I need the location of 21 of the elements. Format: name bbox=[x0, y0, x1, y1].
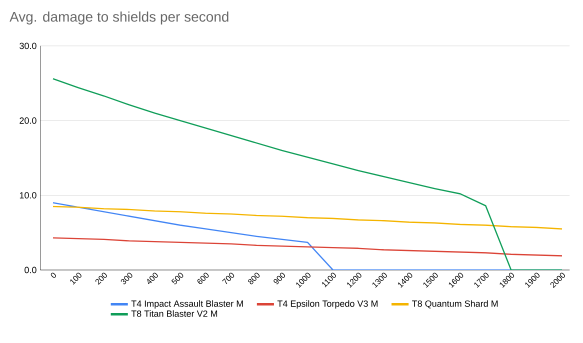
x-tick-label: 0 bbox=[50, 272, 56, 278]
x-tick-label: 300 bbox=[120, 272, 132, 284]
line-series bbox=[52, 237, 563, 256]
x-tick-label: 200 bbox=[95, 272, 107, 285]
x-tick-label: 100 bbox=[70, 272, 82, 285]
x-tick-label: 500 bbox=[171, 272, 184, 284]
chart-title: Avg. damage to shields per second bbox=[10, 11, 228, 25]
legend-label: T4 Epsilon Torpedo V3 M bbox=[277, 300, 378, 309]
y-tick-label: 0.0 bbox=[24, 266, 36, 274]
legend-label: T4 Impact Assault Blaster M bbox=[131, 300, 243, 309]
y-tick-label: 10.0 bbox=[20, 192, 36, 198]
x-tick-label: 800 bbox=[248, 272, 260, 284]
legend-label: T8 Titan Blaster V2 M bbox=[131, 310, 218, 317]
y-tick-label: 30.0 bbox=[20, 42, 36, 50]
x-tick-label: 700 bbox=[222, 272, 234, 284]
x-tick-label: 600 bbox=[197, 272, 209, 284]
line-series bbox=[52, 206, 563, 230]
x-tick-label: 900 bbox=[274, 272, 286, 284]
x-tick-label: 400 bbox=[147, 272, 158, 284]
y-tick-label: 20.0 bbox=[20, 117, 36, 124]
legend-label: T8 Quantum Shard M bbox=[412, 300, 498, 308]
